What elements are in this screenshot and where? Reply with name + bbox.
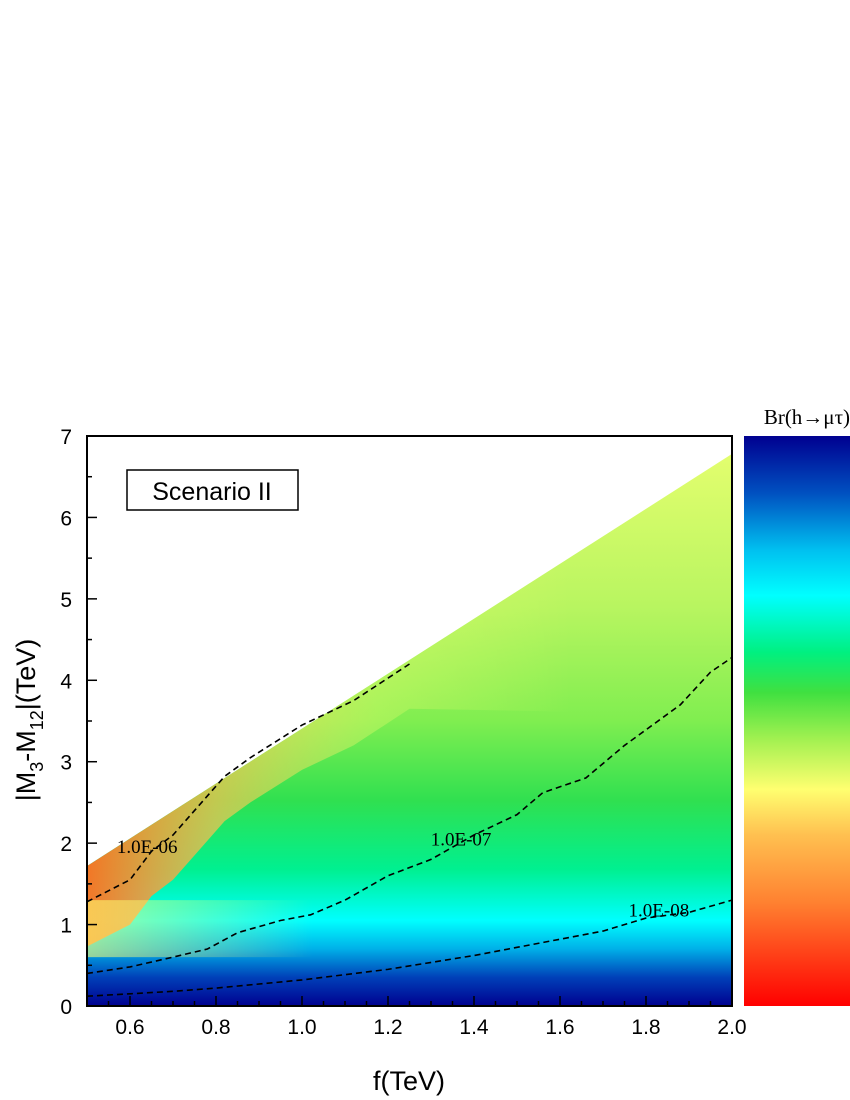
x-tick-label: 1.8 [631,1016,660,1039]
y-label-sub: 12 [27,710,47,730]
contour-line [86,663,410,903]
colorbar-title: Br(h→μτ) [764,405,850,429]
contour-label: 1.0E-07 [431,830,492,851]
x-tick-label: 2.0 [717,1016,746,1039]
x-tick-labels: 0.6 0.8 1.0 1.2 1.4 1.6 1.8 2.0 [115,1016,746,1039]
y-tick-labels: 0 1 2 3 4 5 6 7 [60,426,72,1019]
y-tick-label: 5 [60,589,72,612]
x-axis-label: f(TeV) [373,1066,445,1096]
contour-line [86,899,733,998]
x-tick-label: 0.6 [115,1016,144,1039]
contour-label: 1.0E-06 [117,837,178,858]
scenario-label: Scenario II [152,478,272,506]
y-label-sub: 3 [27,762,47,772]
x-tick-label: 0.8 [201,1016,230,1039]
y-tick-label: 1 [60,915,72,938]
colorbar: Br(h→μτ) [744,405,850,1006]
y-tick-label: 7 [60,426,72,449]
y-axis-label: |M3-M12|(TeV) [11,639,47,802]
axis-ticks [86,435,733,1007]
y-tick-label: 0 [60,996,72,1019]
colorbar-gradient [744,436,850,1006]
x-tick-label: 1.6 [545,1016,574,1039]
y-tick-label: 2 [60,833,72,856]
x-tick-label: 1.0 [287,1016,316,1039]
contour-label: 1.0E-08 [629,900,690,921]
scenario-label-box: Scenario II [126,469,299,511]
y-label-part: |(TeV) [11,639,41,711]
contour-lines: 1.0E-06 1.0E-07 1.0E-08 [86,656,733,998]
y-tick-label: 6 [60,507,72,530]
x-tick-label: 1.2 [373,1016,402,1039]
y-tick-label: 3 [60,752,72,775]
y-label-part: |M [11,772,41,802]
y-label-part: -M [11,730,41,761]
x-tick-label: 1.4 [459,1016,489,1039]
y-tick-label: 4 [60,670,72,693]
contour-line [86,656,733,975]
